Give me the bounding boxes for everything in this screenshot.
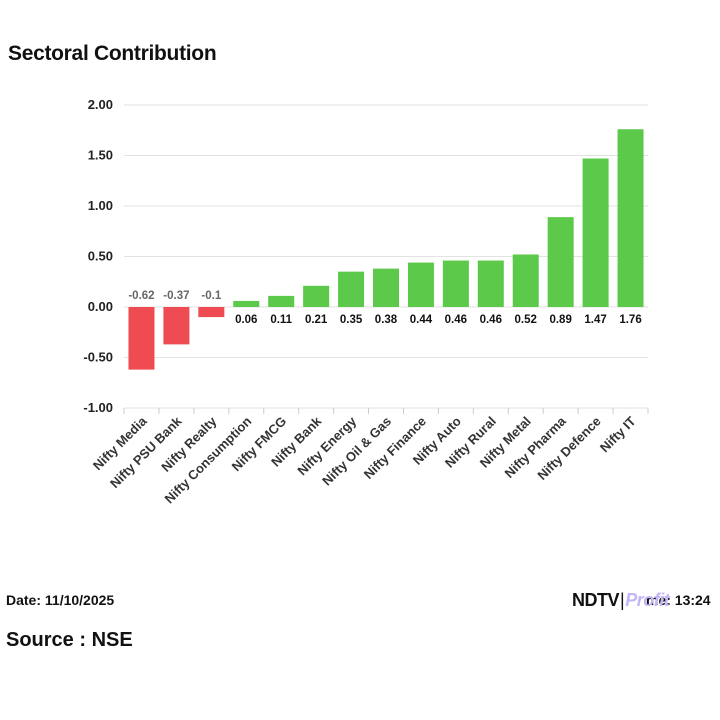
y-tick-label: 0.00 <box>88 299 113 314</box>
bar <box>373 268 399 307</box>
ndtv-profit-logo: NDTV|Profit <box>572 590 670 611</box>
bar <box>442 260 469 307</box>
data-label: 0.46 <box>480 314 502 326</box>
data-label: 0.46 <box>445 314 467 326</box>
data-label: 0.89 <box>549 314 571 326</box>
x-tick-label: Nifty IT <box>597 413 639 455</box>
bars <box>128 129 644 370</box>
source-label: Source : NSE <box>6 629 133 651</box>
data-label: 0.11 <box>270 314 292 326</box>
y-tick-label: -1.00 <box>83 400 113 415</box>
data-label: -0.37 <box>163 290 189 302</box>
data-label: 0.38 <box>375 314 398 326</box>
data-label: -0.62 <box>128 290 154 302</box>
bar <box>233 300 260 307</box>
y-tick-label: 0.50 <box>88 249 113 264</box>
time-label: me: 13:24 <box>646 592 711 608</box>
bar <box>407 262 434 307</box>
data-label: 1.76 <box>619 314 641 326</box>
bar <box>338 271 365 307</box>
bar <box>303 285 330 307</box>
data-label: 0.52 <box>515 314 537 326</box>
x-tick-label: Nifty Defence <box>534 414 603 483</box>
bar <box>128 307 155 370</box>
data-label: -0.1 <box>201 290 221 302</box>
data-label: 0.44 <box>410 314 433 326</box>
y-tick-label: 2.00 <box>88 97 113 112</box>
data-label: 0.21 <box>305 314 328 326</box>
data-label: 1.47 <box>584 314 606 326</box>
y-axis-ticks: 2.00 1.50 1.00 0.50 0.00 -0.50 -1.00 <box>83 97 113 415</box>
logo-profit-text: Profit <box>625 590 670 610</box>
data-label: 0.35 <box>340 314 363 326</box>
chart-title: Sectoral Contribution <box>8 42 217 65</box>
bar <box>512 254 539 307</box>
bar <box>268 295 295 307</box>
date-label: Date: 11/10/2025 <box>6 592 115 608</box>
bar <box>547 217 574 307</box>
bar <box>163 307 190 345</box>
bar <box>582 158 609 307</box>
y-tick-label: -0.50 <box>83 350 113 365</box>
data-label: 0.06 <box>235 314 257 326</box>
bar <box>198 307 225 318</box>
logo-separator: | <box>620 590 625 610</box>
y-tick-label: 1.00 <box>88 198 113 213</box>
bar <box>617 129 644 307</box>
bar <box>477 260 504 307</box>
data-labels: -0.62 -0.37 -0.1 0.06 0.11 0.21 0.35 0.38 0.44 0.… <box>128 290 641 326</box>
y-tick-label: 1.50 <box>88 148 113 163</box>
logo-ndtv-text: NDTV <box>572 590 620 610</box>
